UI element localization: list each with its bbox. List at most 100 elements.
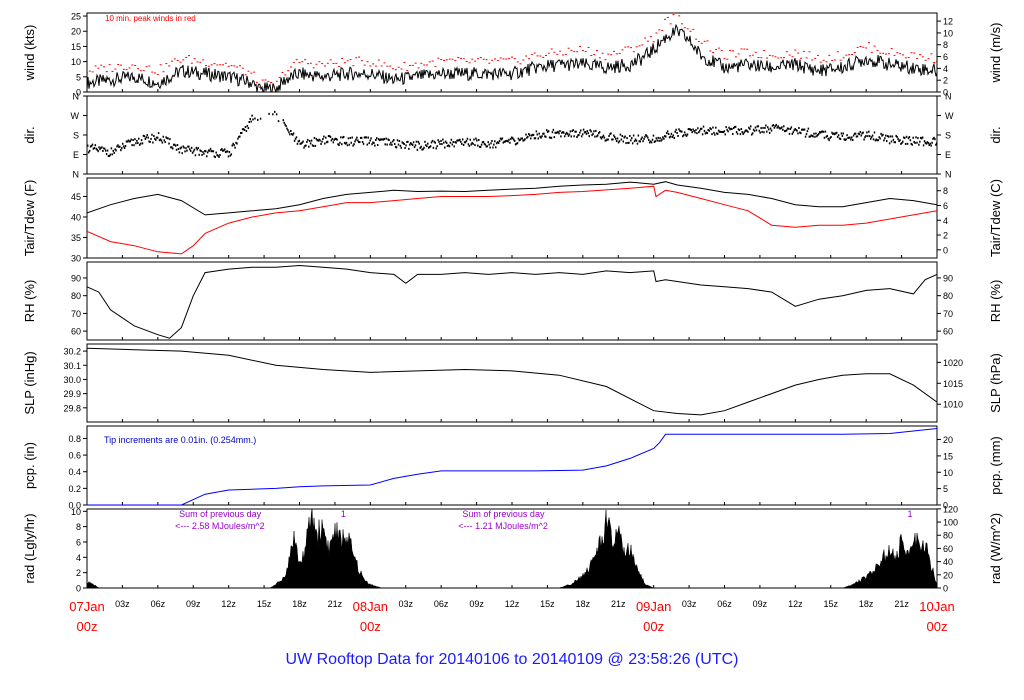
direction-point [631,137,633,140]
direction-point [220,148,222,151]
direction-point [496,141,499,144]
x-tick-label: 03z [398,599,413,609]
direction-point [647,136,649,139]
direction-point [628,141,630,144]
direction-point [777,125,779,128]
direction-point [398,140,401,143]
direction-point [891,135,894,138]
direction-point [870,136,873,139]
y-tick-label-right: 60 [943,544,953,554]
direction-point [299,142,301,145]
direction-point [618,140,621,143]
direction-point [142,134,145,137]
direction-point [427,142,429,145]
series-line-tair [87,181,937,216]
direction-point [893,141,896,144]
direction-point [416,148,419,151]
direction-point [486,145,488,148]
direction-point [491,139,493,142]
direction-point [796,129,798,132]
direction-point [655,137,658,140]
direction-point [475,137,477,140]
y-tick-label-left: 80 [71,291,81,301]
direction-point [374,144,376,147]
direction-point [87,151,90,154]
x-tick-label: 18z [859,599,874,609]
y-tick-label-right: 8 [943,186,948,196]
direction-point [656,139,658,142]
direction-point [615,140,618,143]
y-tick-label-left: 90 [71,273,81,283]
direction-point [480,143,483,146]
direction-point [880,132,882,135]
direction-point [801,128,804,131]
direction-point [381,138,384,141]
direction-point [409,143,411,146]
direction-point [711,133,713,136]
direction-point [529,134,531,137]
direction-point [218,155,220,158]
y-axis-label-right: dir. [988,126,1003,143]
y-tick-label-right: 5 [943,484,948,494]
direction-point [619,133,622,136]
direction-point [126,140,129,143]
direction-point [634,138,637,141]
direction-point [415,140,418,143]
direction-point [449,141,452,144]
direction-point [740,128,743,131]
direction-point [694,131,696,134]
direction-point [517,137,520,140]
direction-point [698,131,700,134]
direction-point [350,141,352,144]
direction-point [668,136,671,139]
direction-point [794,128,796,131]
direction-point [757,125,760,128]
direction-point [662,136,664,139]
direction-point [193,148,196,151]
panel-dir: dir. dir.N NE ES SW WN N [22,92,1003,180]
direction-point [708,129,710,132]
direction-point [682,134,685,137]
direction-point [712,126,714,129]
day-label-date: 07Jan [69,599,104,614]
direction-point [531,133,534,136]
panel-slp: SLP (inHg) SLP (hPa) 29.8 29.9 30.0 30.1 30.2 1… [22,343,1003,423]
direction-point [824,130,827,133]
direction-point [898,140,900,143]
direction-point [247,127,250,130]
direction-point [337,143,339,146]
direction-point [174,144,177,147]
direction-point [682,135,684,138]
direction-point [557,130,559,133]
panels-group: wind (kts) wind (m/s)05101520250246810121… [22,12,1003,594]
panel-rad: rad (Lgly/hr) rad (W/m^2)0246810020406080… [22,504,1003,593]
direction-point [384,143,386,146]
direction-point [586,130,589,133]
direction-point [850,138,852,141]
direction-point [921,136,924,139]
direction-point [785,129,788,132]
direction-point [521,137,523,140]
direction-point [583,131,586,134]
direction-point [744,130,746,133]
direction-point [295,136,298,139]
direction-point [407,140,409,143]
direction-point [665,135,667,138]
direction-point [414,144,417,147]
direction-point [160,139,163,142]
direction-point [377,138,380,141]
direction-point [197,147,199,150]
direction-point [817,134,819,137]
direction-point [477,144,479,147]
panel-frame [86,261,938,341]
direction-point [772,124,775,127]
direction-point [323,135,325,138]
direction-point [163,139,165,142]
direction-point [431,139,434,142]
direction-point [274,110,276,113]
direction-point [825,135,828,138]
direction-point [292,132,295,135]
direction-point [353,143,355,146]
direction-point [780,127,782,130]
